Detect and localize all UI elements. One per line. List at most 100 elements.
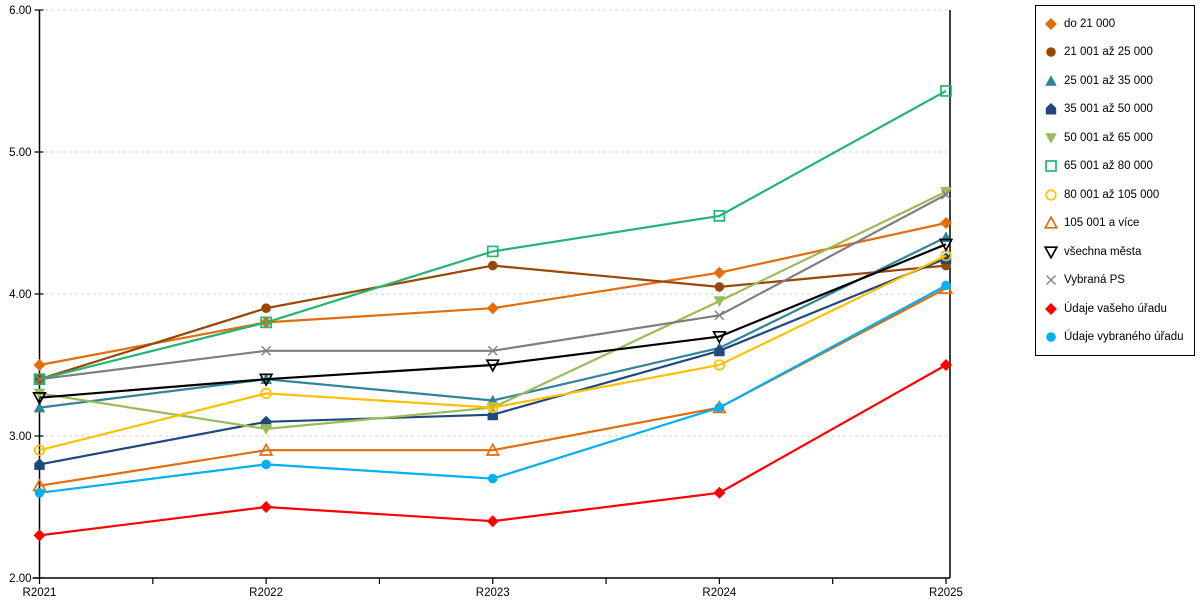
marker-5-R2024: [713, 210, 726, 222]
legend-item-10: Údaje vašeho úřadu: [1044, 296, 1190, 322]
legend-label: 50 001 až 65 000: [1064, 131, 1153, 144]
marker-9-R2025: [941, 189, 951, 200]
marker-8-R2021: [32, 392, 47, 406]
legend-item-1: 21 001 až 25 000: [1044, 39, 1190, 65]
marker-8-R2022: [258, 373, 274, 387]
marker-2-R2023: [486, 394, 499, 406]
legend-label: Vybraná PS: [1064, 274, 1125, 287]
marker-0-R2024: [713, 266, 726, 279]
legend-circle-icon: [1045, 189, 1057, 201]
marker-9-R2023: [487, 345, 498, 356]
marker-11-R2023: [487, 473, 498, 484]
x-axis-label: R2022: [249, 587, 283, 599]
series-line-0: [39, 221, 947, 367]
legend-item-3: 35 001 až 50 000: [1044, 96, 1190, 122]
legend-label: do 21 000: [1064, 17, 1116, 30]
legend-label: 80 001 až 105 000: [1064, 188, 1160, 201]
marker-10-R2021: [33, 529, 46, 542]
legend-triangle-down-glyph: [1044, 246, 1058, 259]
legend-label: 35 001 až 50 000: [1064, 103, 1153, 116]
series-line-5: [39, 89, 947, 381]
marker-11-R2024: [714, 402, 725, 413]
y-axis-label: 5.00: [9, 147, 31, 159]
marker-3-R2024: [714, 344, 725, 357]
x-axis-label: R2024: [702, 587, 736, 599]
marker-6-R2022: [260, 387, 272, 400]
legend-pentagon-icon: [1045, 103, 1057, 115]
legend-diamond-icon: [1045, 302, 1057, 315]
legend-triangle-up-glyph: [1044, 216, 1058, 229]
legend-x-glyph: [1046, 275, 1056, 286]
x-axis-label: R2025: [929, 587, 963, 599]
legend-triangle-down-glyph: [1045, 132, 1057, 144]
legend-pentagon-glyph: [1045, 103, 1057, 115]
legend-item-6: 80 001 až 105 000: [1044, 182, 1190, 208]
legend: do 21 000 21 001 až 25 000 25 001 až 35 00…: [1035, 5, 1195, 356]
marker-9-R2022: [261, 345, 272, 356]
legend-triangle-up-icon: [1044, 216, 1058, 229]
legend-circle-glyph: [1045, 189, 1057, 201]
legend-diamond-icon: [1045, 17, 1057, 30]
legend-item-11: Údaje vybraného úřadu: [1044, 324, 1190, 350]
legend-item-0: do 21 000: [1044, 11, 1190, 37]
y-axis-label: 6.00: [9, 5, 31, 17]
marker-6-R2021: [33, 444, 46, 456]
legend-label: Údaje vybraného úřadu: [1064, 331, 1184, 344]
marker-4-R2025: [940, 186, 952, 198]
series-line-6: [39, 254, 947, 452]
marker-10-R2025: [940, 359, 952, 371]
marker-1-R2022: [261, 303, 271, 314]
marker-9-R2021: [34, 374, 45, 385]
legend-triangle-up-glyph: [1045, 74, 1057, 86]
legend-square-glyph: [1045, 160, 1057, 173]
legend-item-4: 50 001 až 65 000: [1044, 125, 1190, 151]
legend-item-9: Vybraná PS: [1044, 267, 1190, 293]
marker-0-R2023: [486, 302, 499, 315]
marker-1-R2023: [487, 260, 498, 271]
marker-5-R2022: [260, 316, 272, 329]
legend-diamond-glyph: [1045, 17, 1057, 30]
legend-label: 65 001 až 80 000: [1064, 160, 1153, 173]
marker-0-R2021: [33, 359, 46, 371]
marker-6-R2023: [487, 401, 499, 414]
legend-circle-glyph: [1046, 332, 1056, 343]
legend-label: 21 001 až 25 000: [1064, 46, 1153, 59]
y-axis-label: 4.00: [9, 289, 31, 301]
marker-10-R2024: [713, 486, 726, 499]
legend-label: 25 001 až 35 000: [1064, 74, 1153, 87]
marker-3-R2025: [940, 252, 952, 264]
marker-8-R2023: [485, 359, 500, 373]
legend-label: všechna města: [1064, 245, 1142, 258]
legend-item-8: všechna města: [1044, 239, 1190, 265]
marker-6-R2024: [713, 359, 726, 371]
marker-4-R2024: [713, 296, 726, 307]
legend-item-5: 65 001 až 80 000: [1044, 153, 1190, 179]
series-line-11: [39, 284, 947, 494]
legend-item-7: 105 001 a více: [1044, 210, 1190, 236]
legend-circle-icon: [1046, 332, 1056, 343]
marker-7-R2023: [485, 442, 500, 456]
marker-2-R2021: [33, 401, 46, 413]
marker-5-R2023: [486, 245, 499, 258]
legend-label: Údaje vašeho úřadu: [1064, 302, 1167, 315]
marker-4-R2021: [33, 388, 46, 400]
marker-5-R2025: [940, 85, 952, 97]
y-axis-label: 2.00: [9, 573, 31, 585]
marker-9-R2024: [714, 310, 725, 321]
legend-square-icon: [1045, 160, 1057, 173]
marker-0-R2025: [940, 217, 952, 229]
legend-x-icon: [1046, 275, 1056, 286]
x-axis-label: R2021: [23, 587, 57, 599]
marker-10-R2023: [486, 515, 499, 528]
marker-1-R2024: [714, 282, 725, 292]
legend-triangle-up-icon: [1045, 74, 1057, 86]
legend-circle-icon: [1046, 47, 1056, 57]
legend-item-2: 25 001 až 35 000: [1044, 68, 1190, 94]
marker-7-R2022: [258, 442, 274, 456]
y-axis-label: 3.00: [9, 431, 31, 443]
marker-10-R2022: [260, 501, 273, 513]
marker-3-R2021: [34, 458, 45, 470]
legend-triangle-down-icon: [1045, 132, 1057, 144]
